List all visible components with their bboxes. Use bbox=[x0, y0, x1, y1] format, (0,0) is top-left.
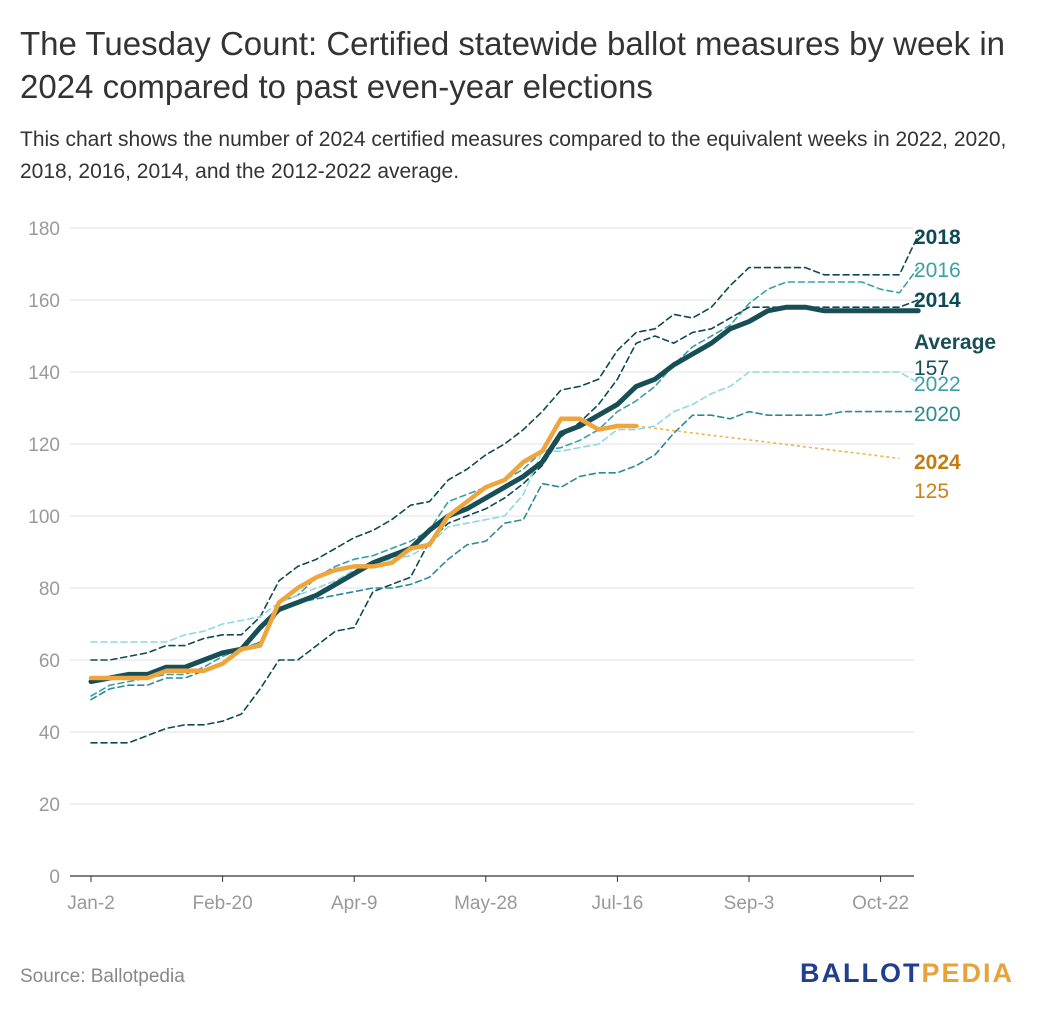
line-chart: 0 20 40 60 80 100 120 140 160 180 Jan-2 Feb-20 Apr-… bbox=[28, 219, 996, 914]
series-2024-projection bbox=[636, 425, 900, 460]
series-line-2022 bbox=[90, 371, 920, 643]
ballotpedia-logo: BALLOTPEDIA bbox=[800, 958, 1014, 989]
y-tick-label: 0 bbox=[49, 867, 60, 888]
series-line-2018 bbox=[90, 234, 920, 661]
series-label-2020: 2020 bbox=[914, 403, 961, 426]
grid-lines bbox=[70, 227, 914, 877]
series-label-2014: 2014 bbox=[914, 289, 961, 312]
y-tick-label: 40 bbox=[39, 723, 60, 744]
series-line-average bbox=[88, 304, 921, 685]
chart-title: The Tuesday Count: Certified statewide b… bbox=[20, 25, 1006, 105]
logo-part-pedia: PEDIA bbox=[921, 958, 1014, 988]
series-value-2024: 125 bbox=[914, 480, 949, 503]
y-tick-label: 160 bbox=[28, 291, 60, 312]
x-tick-label: Jan-2 bbox=[67, 893, 115, 914]
series-labels: 2018 2016 2014 2022 2020 Average 157 2024 125 bbox=[914, 226, 996, 503]
series-label-2018: 2018 bbox=[914, 226, 961, 249]
y-tick-label: 100 bbox=[28, 507, 60, 528]
y-tick-label: 120 bbox=[28, 435, 60, 456]
x-tick-label: May-28 bbox=[454, 893, 517, 914]
chart-subtitle: This chart shows the number of 2024 cert… bbox=[20, 128, 1007, 183]
series-lines bbox=[88, 234, 921, 744]
logo-part-ballot: BALLOT bbox=[799, 958, 922, 988]
x-tick-label: Sep-3 bbox=[724, 893, 775, 914]
y-tick-label: 80 bbox=[39, 579, 60, 600]
series-label-average: Average bbox=[914, 331, 996, 354]
series-line-2024 bbox=[88, 416, 639, 681]
series-value-average: 157 bbox=[914, 357, 949, 380]
y-axis-ticks: 0 20 40 60 80 100 120 140 160 180 bbox=[28, 219, 60, 888]
x-axis-ticks: Jan-2 Feb-20 Apr-9 May-28 Jul-16 Sep-3 Oct-22 bbox=[67, 876, 909, 914]
x-tick-label: Apr-9 bbox=[331, 893, 377, 914]
y-tick-label: 140 bbox=[28, 363, 60, 384]
y-tick-label: 180 bbox=[28, 219, 60, 240]
y-tick-label: 20 bbox=[39, 795, 60, 816]
series-line-2014 bbox=[90, 299, 920, 744]
y-tick-label: 60 bbox=[39, 651, 60, 672]
series-label-2024: 2024 bbox=[914, 451, 961, 474]
x-tick-label: Oct-22 bbox=[852, 893, 909, 914]
x-tick-label: Feb-20 bbox=[192, 893, 252, 914]
x-tick-label: Jul-16 bbox=[592, 893, 644, 914]
series-label-2022: 2022 bbox=[914, 373, 961, 396]
series-label-2016: 2016 bbox=[914, 259, 961, 282]
source-note: Source: Ballotpedia bbox=[20, 966, 185, 987]
